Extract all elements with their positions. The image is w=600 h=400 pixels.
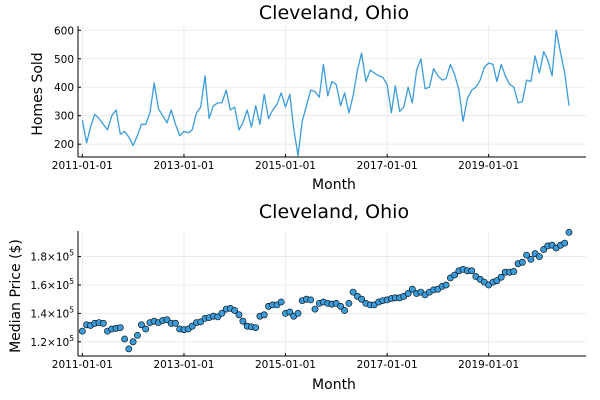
data-point: [188, 322, 196, 330]
x-tick-label: 2013-01-01: [153, 160, 214, 172]
x-tick-label: 2011-01-01: [52, 359, 113, 371]
data-point: [125, 345, 133, 353]
x-tick-label: 2011-01-01: [52, 160, 113, 172]
data-point: [129, 338, 137, 346]
x-tick-label: 2015-01-01: [255, 359, 316, 371]
data-point: [307, 296, 315, 304]
y-tick-label: 300: [54, 111, 74, 123]
data-point: [172, 319, 179, 327]
data-point: [286, 308, 294, 316]
data-point: [408, 285, 416, 293]
x-tick-label: 2013-01-01: [153, 359, 214, 371]
data-point: [345, 299, 353, 307]
chart-title: Cleveland, Ohio: [259, 201, 409, 223]
data-point: [468, 267, 476, 275]
y-tick-label: 600: [54, 25, 74, 37]
y-axis-label: Median Price ($): [8, 239, 24, 353]
data-point: [142, 325, 150, 333]
data-point: [497, 273, 505, 281]
data-point: [239, 317, 247, 325]
data-point: [565, 228, 573, 236]
data-point: [341, 307, 348, 314]
data-point: [442, 281, 450, 289]
data-point: [527, 255, 535, 263]
data-point: [523, 251, 530, 259]
data-point: [519, 258, 526, 266]
data-point: [260, 311, 268, 319]
data-point: [311, 305, 319, 313]
x-axis-label: Month: [312, 177, 356, 193]
y-tick-label: 1.2×105: [30, 334, 74, 349]
x-tick-label: 2017-01-01: [357, 359, 418, 371]
data-point: [133, 331, 141, 339]
data-point: [252, 324, 260, 331]
data-point: [451, 271, 458, 279]
y-tick-label: 1.6×105: [30, 277, 74, 292]
data-point: [294, 309, 302, 317]
x-tick-label: 2015-01-01: [255, 160, 316, 172]
homes-sold-panel: Cleveland, Ohio Month Homes Sold 2011-01…: [30, 2, 586, 193]
x-tick-label: 2019-01-01: [458, 160, 519, 172]
data-point: [561, 239, 569, 247]
x-axis-label: Month: [312, 377, 356, 393]
data-point: [536, 253, 543, 260]
chart-title: Cleveland, Ohio: [259, 2, 409, 24]
data-point: [78, 327, 86, 335]
y-tick-label: 500: [54, 54, 74, 66]
data-point: [349, 288, 357, 296]
series-line: [81, 29, 570, 157]
data-point: [116, 324, 124, 331]
data-point: [231, 307, 239, 314]
data-point: [99, 319, 107, 327]
x-tick-label: 2019-01-01: [458, 359, 519, 371]
data-point: [510, 268, 518, 275]
data-point: [277, 298, 285, 306]
data-point: [358, 295, 365, 303]
x-tick-label: 2017-01-01: [357, 160, 418, 172]
y-tick-label: 1.8×105: [30, 249, 74, 264]
data-point: [218, 309, 226, 317]
data-point: [137, 321, 145, 329]
median-price-panel: Cleveland, Ohio Month Median Price ($) 2…: [8, 201, 586, 393]
data-point: [235, 311, 243, 319]
y-axis-label: Homes Sold: [30, 52, 46, 135]
data-point: [404, 290, 412, 297]
y-tick-label: 1.4×105: [30, 305, 74, 320]
y-tick-label: 200: [54, 139, 74, 151]
data-point: [337, 302, 344, 310]
y-tick-label: 400: [54, 82, 74, 94]
data-point: [121, 335, 128, 343]
